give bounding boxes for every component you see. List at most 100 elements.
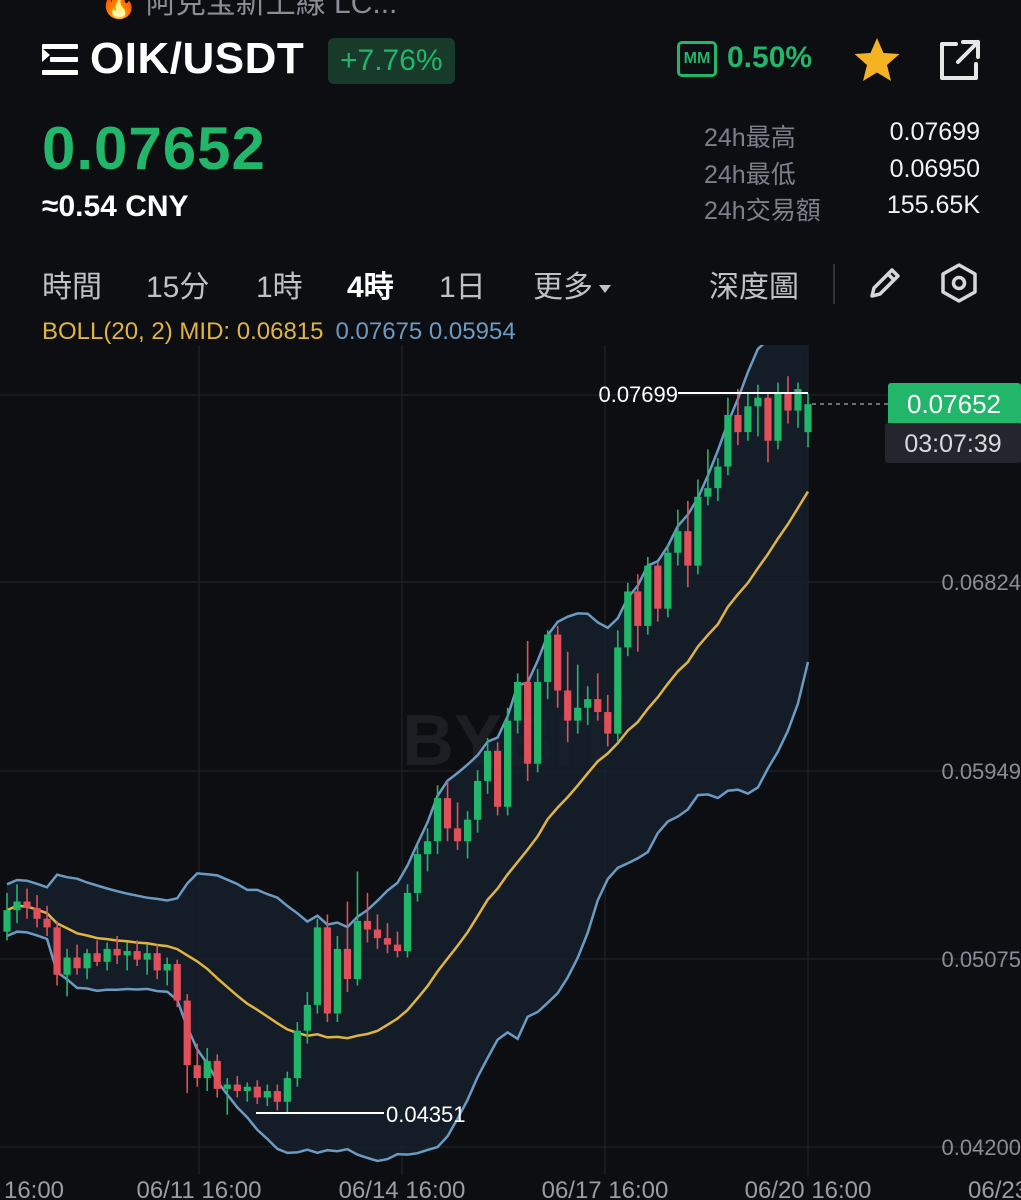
candle-body [263, 1091, 271, 1098]
candle-body [33, 907, 41, 919]
candle-body [153, 953, 161, 971]
menu-icon[interactable] [42, 44, 78, 76]
candle-body [133, 951, 141, 960]
price-change-badge: +7.76% [328, 38, 455, 84]
candle-body [624, 591, 632, 648]
tab-15m[interactable]: 15分 [146, 271, 210, 304]
candle-body [273, 1091, 281, 1102]
candle-body [684, 531, 692, 566]
candle-body [323, 927, 331, 1014]
tab-more[interactable]: 更多 [533, 262, 611, 306]
candle-body [43, 918, 51, 928]
tab-1h[interactable]: 1時 [256, 271, 303, 304]
y-tick-label: 0.06824 [941, 570, 1021, 595]
stat-value-high: 0.07699 [889, 118, 980, 146]
x-tick-label: 06/11 16:00 [136, 1177, 261, 1200]
candle-body [473, 780, 482, 820]
star-icon[interactable] [852, 36, 902, 84]
candle-body [584, 699, 592, 708]
boll-legend: BOLL(20, 2) MID: 0.06815 0.07675 0.05954 [42, 318, 516, 346]
candle-body [83, 953, 91, 969]
candle-body [423, 841, 432, 855]
y-tick-label: 0.04200 [941, 1135, 1021, 1160]
last-price: 0.07652 [42, 115, 266, 182]
candle-body [554, 634, 562, 691]
candle-body [413, 854, 422, 893]
share-icon[interactable] [936, 38, 982, 84]
candle-body [213, 1060, 221, 1089]
candle-body [714, 466, 722, 489]
candle-body [193, 1065, 201, 1079]
pencil-icon[interactable] [864, 262, 906, 304]
candle-body [664, 552, 672, 609]
tab-time[interactable]: 時間 [42, 271, 102, 304]
tab-1d[interactable]: 1日 [439, 271, 486, 304]
candle-body [173, 963, 181, 1001]
stat-label-low: 24h最低 [704, 161, 796, 189]
depth-chart-tab[interactable]: 深度圖 [709, 271, 799, 304]
y-tick-label: 0.05949 [941, 759, 1021, 784]
candle-body [484, 750, 492, 781]
candle-body [163, 963, 171, 971]
candle-body [373, 929, 382, 939]
mm-rate-value[interactable]: 0.50% [727, 41, 813, 74]
candle-body [634, 591, 642, 626]
x-tick-label: 06/17 16:00 [542, 1177, 669, 1200]
candle-body [774, 393, 782, 441]
low-marker-label: 0.04351 [386, 1102, 466, 1127]
x-tick-label: 06/14 16:00 [339, 1177, 466, 1200]
boll-band-fill [7, 345, 808, 1161]
candle-body [383, 938, 392, 945]
candle-body [604, 712, 612, 734]
candle-body [443, 798, 452, 829]
candle-body [504, 720, 512, 807]
stat-value-volume: 155.65K [886, 191, 980, 219]
candle-body [654, 565, 662, 609]
candle-body [53, 927, 61, 975]
stat-value-low: 0.06950 [889, 155, 980, 183]
candle-body [794, 389, 802, 411]
high-marker-label: 0.07699 [598, 382, 678, 407]
x-tick-label: 06/23 1 [968, 1177, 1021, 1200]
candle-body [13, 901, 21, 911]
candle-body [564, 690, 572, 721]
candle-countdown: 03:07:39 [904, 430, 1001, 458]
y-tick-label: 0.05075 [941, 947, 1021, 972]
toolbar-divider [833, 264, 835, 304]
candle-body [63, 957, 71, 975]
candle-body [303, 1004, 311, 1031]
boll-mid-line [6, 490, 810, 1040]
candle-body [734, 414, 742, 433]
candle-body [674, 531, 682, 553]
trading-pair-title[interactable]: OIK/USDT [90, 34, 305, 83]
candle-body [253, 1086, 261, 1098]
boll-mid-label: BOLL(20, 2) MID: 0.06815 [42, 318, 324, 345]
last-price-tag: 0.07652 [907, 389, 1001, 419]
candlestick-chart[interactable]: BYBIT 0.07699 0.04351 0.07652 03:07:39 0… [0, 345, 1021, 1200]
candle-body [594, 699, 602, 713]
candle-body [574, 707, 582, 721]
candle-body [453, 828, 462, 842]
candle-body [233, 1084, 241, 1092]
stat-label-volume: 24h交易額 [704, 197, 821, 225]
candle-body [3, 910, 11, 932]
candle-body [704, 488, 712, 497]
candle-body [804, 404, 812, 433]
boll-bands-values: 0.07675 0.05954 [335, 318, 516, 345]
candle-body [313, 927, 321, 1005]
mm-badge[interactable]: MM [677, 41, 717, 77]
candle-body [283, 1078, 291, 1102]
candle-body [113, 948, 121, 956]
x-tick-label: 16:00 [4, 1177, 64, 1200]
promo-banner-text[interactable]: 🔥 阿克宝新上線 LC... [100, 0, 398, 20]
candle-body [764, 397, 772, 441]
settings-hexagon-icon[interactable] [938, 262, 980, 304]
caret-down-icon [599, 285, 611, 294]
candle-body [223, 1084, 231, 1089]
candle-body [494, 750, 502, 807]
candle-body [514, 681, 522, 721]
candle-body [644, 565, 652, 626]
tab-4h[interactable]: 4時 [347, 271, 394, 304]
candle-body [353, 920, 362, 980]
candle-body [143, 953, 151, 960]
